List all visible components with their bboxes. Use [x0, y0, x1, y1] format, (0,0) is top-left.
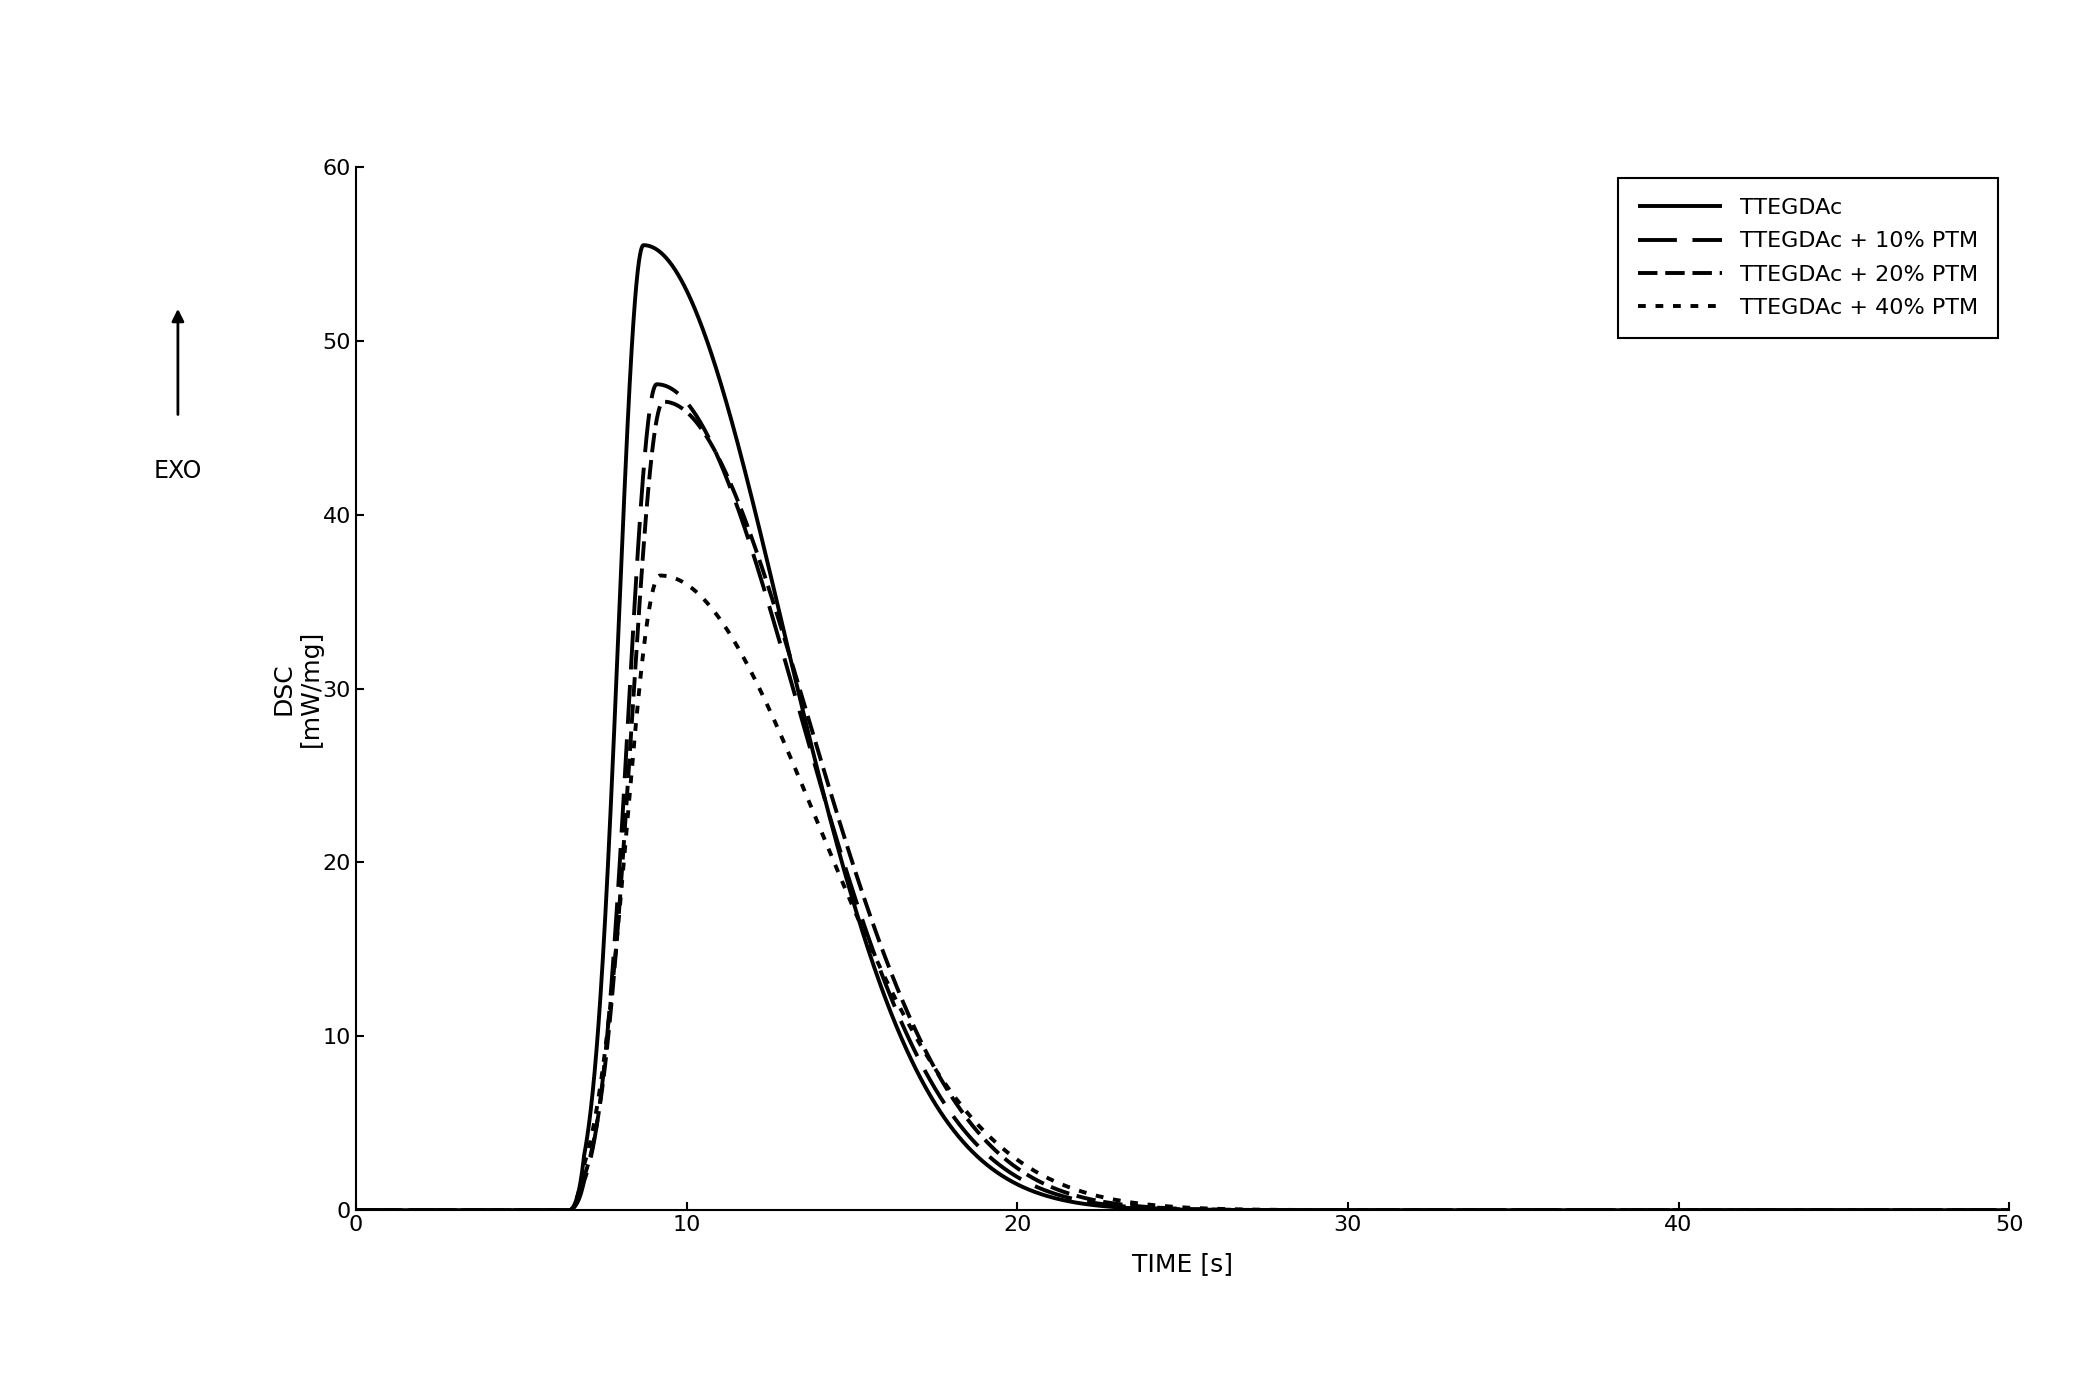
TTEGDAc + 10% PTM [1997, 1202, 2022, 1219]
TTEGDAc + 40% PTM [1335, 1202, 1360, 1219]
TTEGDAc + 10% PTM [1335, 1202, 1360, 1219]
TTEGDAc [1335, 1202, 1360, 1219]
TTEGDAc + 10% PTM [645, 376, 670, 392]
TTEGDAc + 10% PTM [1578, 1202, 1603, 1219]
TTEGDAc [1578, 1202, 1603, 1219]
TTEGDAc + 40% PTM [1578, 1202, 1603, 1219]
Text: EXO: EXO [153, 459, 203, 483]
TTEGDAc + 20% PTM [1335, 1202, 1360, 1219]
TTEGDAc + 40% PTM [1704, 1202, 1729, 1219]
TTEGDAc + 20% PTM [1997, 1202, 2022, 1219]
TTEGDAc + 20% PTM [1419, 1202, 1444, 1219]
TTEGDAc + 40% PTM [1419, 1202, 1444, 1219]
TTEGDAc + 10% PTM [975, 1148, 1000, 1164]
TTEGDAc + 20% PTM [343, 1202, 368, 1219]
Line: TTEGDAc + 20% PTM: TTEGDAc + 20% PTM [356, 402, 2009, 1210]
TTEGDAc [1419, 1202, 1444, 1219]
TTEGDAc [1997, 1202, 2022, 1219]
TTEGDAc + 20% PTM [1578, 1202, 1603, 1219]
TTEGDAc [645, 241, 670, 257]
TTEGDAc + 10% PTM [1704, 1202, 1729, 1219]
TTEGDAc + 20% PTM [651, 394, 676, 410]
TTEGDAc + 40% PTM [643, 572, 668, 588]
Line: TTEGDAc + 40% PTM: TTEGDAc + 40% PTM [356, 576, 2009, 1210]
TTEGDAc [343, 1202, 368, 1219]
TTEGDAc + 40% PTM [647, 568, 672, 584]
TTEGDAc + 20% PTM [643, 415, 668, 431]
TTEGDAc + 20% PTM [1704, 1202, 1729, 1219]
TTEGDAc + 10% PTM [1419, 1202, 1444, 1219]
Line: TTEGDAc + 10% PTM: TTEGDAc + 10% PTM [356, 384, 2009, 1210]
TTEGDAc [1704, 1202, 1729, 1219]
TTEGDAc + 10% PTM [343, 1202, 368, 1219]
TTEGDAc + 10% PTM [643, 376, 668, 392]
TTEGDAc [975, 1157, 1000, 1174]
TTEGDAc + 20% PTM [975, 1135, 1000, 1152]
Y-axis label: DSC
[mW/mg]: DSC [mW/mg] [272, 630, 322, 747]
TTEGDAc + 40% PTM [343, 1202, 368, 1219]
X-axis label: TIME [s]: TIME [s] [1132, 1252, 1233, 1276]
TTEGDAc [630, 236, 655, 253]
Line: TTEGDAc: TTEGDAc [356, 245, 2009, 1210]
TTEGDAc + 40% PTM [1997, 1202, 2022, 1219]
Legend: TTEGDAc, TTEGDAc + 10% PTM, TTEGDAc + 20% PTM, TTEGDAc + 40% PTM: TTEGDAc, TTEGDAc + 10% PTM, TTEGDAc + 20… [1618, 178, 1999, 338]
TTEGDAc + 40% PTM [975, 1127, 1000, 1143]
